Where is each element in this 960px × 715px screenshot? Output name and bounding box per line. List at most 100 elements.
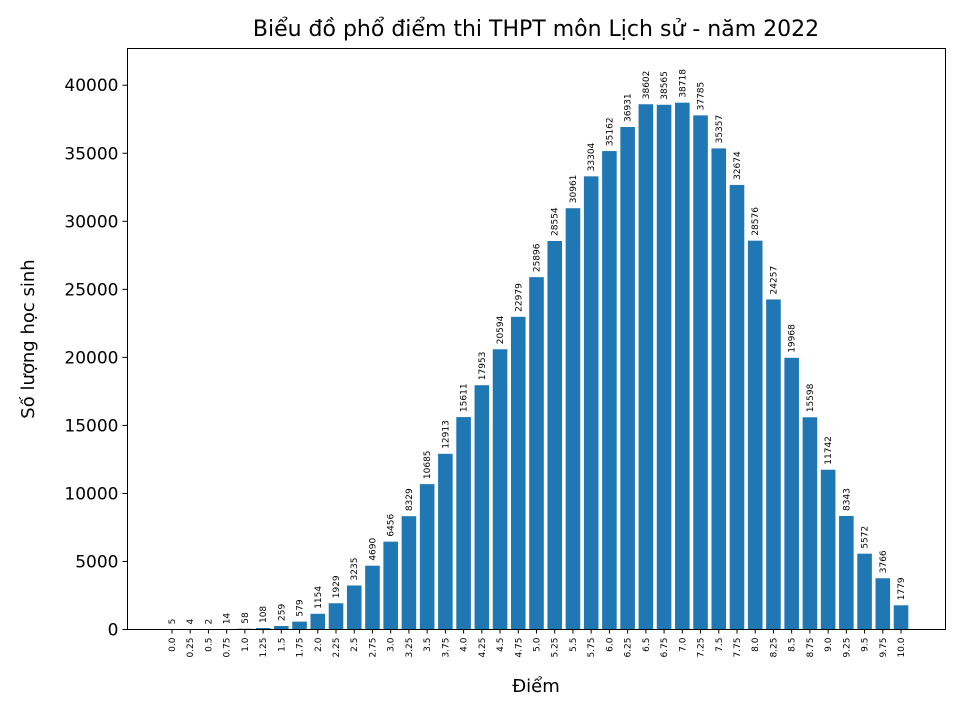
bar: [821, 470, 836, 630]
x-tick-label: 8.75: [806, 638, 816, 658]
x-tick-label: 8.5: [788, 638, 798, 652]
x-tick-label: 1.5: [277, 638, 287, 652]
data-label: 3766: [879, 550, 889, 573]
x-tick-label: 3.75: [441, 638, 451, 658]
x-tick-label: 7.25: [697, 638, 707, 658]
bar: [438, 454, 453, 630]
data-label: 12913: [441, 420, 451, 449]
x-tick-label: 1.0: [241, 637, 251, 652]
bar: [310, 614, 325, 630]
data-label: 38718: [678, 69, 688, 98]
bar: [420, 484, 435, 629]
bar: [511, 317, 526, 630]
bar: [456, 417, 471, 629]
bar: [566, 208, 581, 629]
data-label: 22979: [514, 283, 524, 312]
y-tick-label: 40000: [64, 76, 118, 96]
bar: [547, 241, 562, 630]
data-label: 1154: [314, 586, 324, 609]
data-label: 15598: [806, 383, 816, 412]
y-tick-label: 35000: [64, 144, 118, 164]
data-label: 4: [186, 618, 196, 624]
bar: [839, 516, 854, 630]
bar: [493, 349, 508, 629]
x-tick-label: 7.0: [678, 637, 688, 652]
bar: [402, 516, 417, 629]
x-tick-label: 3.5: [423, 638, 433, 652]
x-tick-label: 6.75: [660, 638, 670, 658]
x-tick-label: 6.5: [642, 638, 652, 652]
x-tick-label: 9.0: [824, 637, 834, 652]
x-tick-label: 1.25: [259, 638, 269, 658]
x-tick-label: 3.25: [405, 638, 415, 658]
data-label: 11742: [824, 436, 834, 465]
y-tick-label: 30000: [64, 212, 118, 232]
bar: [475, 385, 490, 629]
bar: [803, 417, 818, 629]
x-tick-label: 4.5: [496, 638, 506, 652]
bar: [784, 358, 799, 630]
x-tick-label: 5.0: [533, 637, 543, 652]
bar: [529, 277, 544, 629]
x-tick-label: 9.75: [879, 638, 889, 658]
x-tick-label: 4.75: [514, 638, 524, 658]
x-tick-label: 4.0: [460, 637, 470, 652]
x-tick-label: 6.0: [605, 637, 615, 652]
y-tick-label: 20000: [64, 348, 118, 368]
data-label: 1779: [897, 577, 907, 600]
bar: [876, 578, 891, 629]
bar: [894, 605, 909, 629]
bar: [292, 622, 307, 630]
data-label: 25896: [533, 243, 543, 272]
x-tick-label: 9.25: [842, 638, 852, 658]
bar: [675, 103, 690, 630]
data-label: 1929: [332, 575, 342, 598]
bar: [365, 566, 380, 630]
x-tick-label: 8.0: [751, 637, 761, 652]
bar: [857, 554, 872, 630]
data-label: 108: [259, 606, 269, 623]
bar: [639, 104, 654, 629]
x-tick-label: 2.25: [332, 638, 342, 658]
x-tick-label: 0.75: [223, 638, 233, 658]
x-tick-label: 7.75: [733, 638, 743, 658]
data-label: 6456: [387, 513, 397, 536]
x-tick-label: 2.5: [350, 638, 360, 652]
data-label: 17953: [478, 352, 488, 381]
x-tick-label: 5.75: [587, 638, 597, 658]
data-label: 38565: [660, 71, 670, 100]
data-label: 8343: [842, 488, 852, 511]
x-tick-label: 6.25: [624, 638, 634, 658]
bar: [657, 105, 672, 630]
bar: [711, 148, 726, 629]
data-label: 20594: [496, 315, 506, 344]
x-tick-label: 10.0: [897, 637, 907, 657]
data-label: 3235: [350, 558, 360, 581]
bar: [693, 115, 708, 629]
x-tick-label: 3.0: [387, 637, 397, 652]
data-label: 5: [168, 619, 178, 625]
data-label: 8329: [405, 488, 415, 511]
data-label: 15611: [460, 383, 470, 412]
x-tick-label: 2.0: [314, 637, 324, 652]
bars-group: [165, 103, 909, 630]
data-label: 10685: [423, 450, 433, 479]
bar: [347, 585, 362, 629]
bar: [329, 603, 344, 629]
y-tick-label: 10000: [64, 484, 118, 504]
data-label: 259: [277, 604, 287, 621]
x-tick-label: 8.25: [769, 638, 779, 658]
bar: [748, 241, 763, 630]
bar: [766, 299, 781, 629]
y-tick-label: 25000: [64, 280, 118, 300]
data-label: 38602: [642, 71, 652, 100]
data-label: 24257: [769, 266, 779, 295]
data-label: 5572: [861, 526, 871, 549]
data-label: 37785: [697, 82, 707, 111]
bar: [620, 127, 635, 630]
data-label: 2: [204, 619, 214, 625]
data-label: 33304: [587, 142, 597, 171]
x-tick-label: 2.75: [368, 638, 378, 658]
